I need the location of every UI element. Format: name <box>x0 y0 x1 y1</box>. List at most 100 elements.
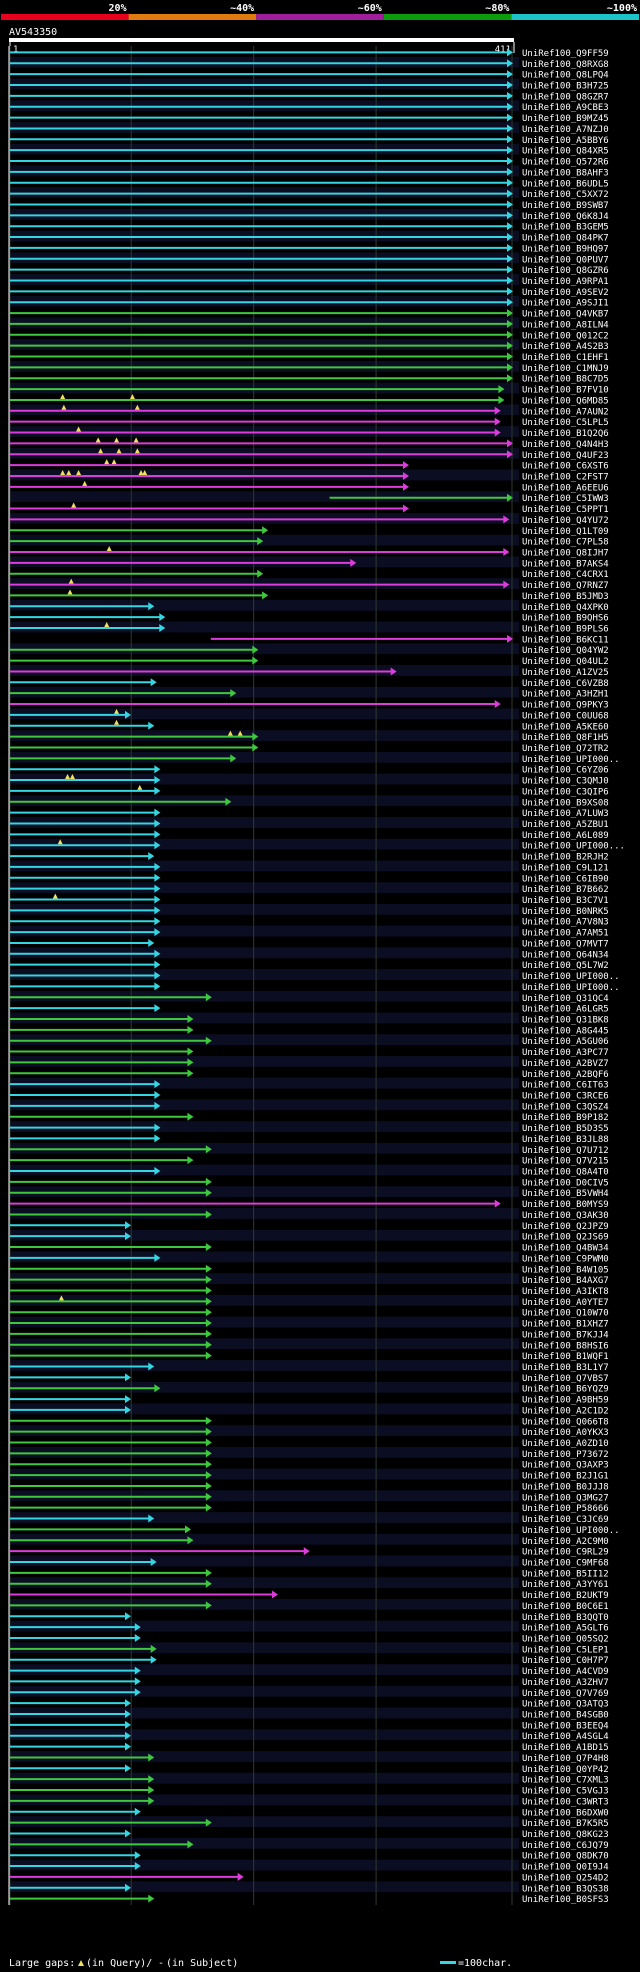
hit-label[interactable]: UniRef100_B9MZ45 <box>522 114 609 124</box>
hit-label[interactable]: UniRef100_Q8A4T0 <box>522 1168 609 1178</box>
hit-label[interactable]: UniRef100_C0UU68 <box>522 711 609 721</box>
hit-label[interactable]: UniRef100_C6VZB8 <box>522 679 609 689</box>
hit-label[interactable]: UniRef100_C1EHF1 <box>522 353 609 363</box>
hit-label[interactable]: UniRef100_Q10W70 <box>522 1309 609 1319</box>
hit-label[interactable]: UniRef100_UPI000.. <box>522 755 620 765</box>
hit-label[interactable]: UniRef100_C5IWW3 <box>522 494 609 504</box>
hit-label[interactable]: UniRef100_B3QS38 <box>522 1884 609 1894</box>
hit-label[interactable]: UniRef100_C3QSZ4 <box>522 1102 609 1112</box>
hit-label[interactable]: UniRef100_A0YTE7 <box>522 1298 609 1308</box>
hit-label[interactable]: UniRef100_C3QMJ0 <box>522 777 609 787</box>
hit-label[interactable]: UniRef100_Q4VKB7 <box>522 310 609 320</box>
hit-label[interactable]: UniRef100_C5PPT1 <box>522 505 609 515</box>
hit-label[interactable]: UniRef100_Q012C2 <box>522 331 609 341</box>
hit-label[interactable]: UniRef100_B3C7V1 <box>522 896 609 906</box>
hit-label[interactable]: UniRef100_A7LUW3 <box>522 809 609 819</box>
hit-label[interactable]: UniRef100_B0C6E1 <box>522 1602 609 1612</box>
hit-label[interactable]: UniRef100_Q31QC4 <box>522 994 609 1004</box>
hit-label[interactable]: UniRef100_Q7MVT7 <box>522 939 609 949</box>
hit-label[interactable]: UniRef100_A2BQF6 <box>522 1070 609 1080</box>
hit-label[interactable]: UniRef100_B7KJJ4 <box>522 1330 609 1340</box>
hit-label[interactable]: UniRef100_C9RL29 <box>522 1548 609 1558</box>
hit-label[interactable]: UniRef100_A5GLT6 <box>522 1624 609 1634</box>
hit-label[interactable]: UniRef100_C7PL58 <box>522 538 609 548</box>
hit-label[interactable]: UniRef100_A3ZHV7 <box>522 1678 609 1688</box>
hit-label[interactable]: UniRef100_A4S2B3 <box>522 342 609 352</box>
hit-label[interactable]: UniRef100_C6XST6 <box>522 462 609 472</box>
hit-label[interactable]: UniRef100_A9SJI1 <box>522 299 609 309</box>
hit-label[interactable]: UniRef100_C6JQ79 <box>522 1841 609 1851</box>
hit-label[interactable]: UniRef100_B8C7D5 <box>522 375 609 385</box>
hit-label[interactable]: UniRef100_Q4N4H3 <box>522 440 609 450</box>
hit-label[interactable]: UniRef100_B9PLS6 <box>522 625 609 635</box>
hit-label[interactable]: UniRef100_C6IB90 <box>522 874 609 884</box>
hit-label[interactable]: UniRef100_C3WRT3 <box>522 1797 609 1807</box>
hit-label[interactable]: UniRef100_B3L1Y7 <box>522 1363 609 1373</box>
hit-label[interactable]: UniRef100_A7NZJ0 <box>522 125 609 135</box>
hit-label[interactable]: UniRef100_C5LPL5 <box>522 418 609 428</box>
hit-label[interactable]: UniRef100_UPI000.. <box>522 972 620 982</box>
hit-label[interactable]: UniRef100_Q6K8J4 <box>522 212 609 222</box>
hit-label[interactable]: UniRef100_Q8KG23 <box>522 1830 609 1840</box>
hit-label[interactable]: UniRef100_A9SEV2 <box>522 288 609 298</box>
hit-label[interactable]: UniRef100_C9MF68 <box>522 1558 609 1568</box>
hit-label[interactable]: UniRef100_Q9FF59 <box>522 49 609 59</box>
hit-label[interactable]: UniRef100_B6YQZ9 <box>522 1385 609 1395</box>
hit-label[interactable]: UniRef100_B5D3S5 <box>522 1124 609 1134</box>
hit-label[interactable]: UniRef100_A9RPA1 <box>522 277 609 287</box>
hit-label[interactable]: UniRef100_B3QQT0 <box>522 1613 609 1623</box>
hit-label[interactable]: UniRef100_A4SGL4 <box>522 1732 609 1742</box>
hit-label[interactable]: UniRef100_A9CBE3 <box>522 103 609 113</box>
hit-label[interactable]: UniRef100_Q64N34 <box>522 950 609 960</box>
hit-label[interactable]: UniRef100_C9L121 <box>522 863 609 873</box>
hit-label[interactable]: UniRef100_C9PWM0 <box>522 1254 609 1264</box>
hit-label[interactable]: UniRef100_Q0PUV7 <box>522 255 609 265</box>
hit-label[interactable]: UniRef100_B4AXG7 <box>522 1276 609 1286</box>
hit-label[interactable]: UniRef100_Q4YU72 <box>522 516 609 526</box>
hit-label[interactable]: UniRef100_B5JMD3 <box>522 592 609 602</box>
hit-label[interactable]: UniRef100_C1MNJ9 <box>522 364 609 374</box>
hit-label[interactable]: UniRef100_A2C1D2 <box>522 1406 609 1416</box>
hit-label[interactable]: UniRef100_Q84XR5 <box>522 147 609 157</box>
hit-label[interactable]: UniRef100_C2FST7 <box>522 472 609 482</box>
hit-label[interactable]: UniRef100_B1WQF1 <box>522 1352 609 1362</box>
hit-label[interactable]: UniRef100_Q04UL2 <box>522 657 609 667</box>
hit-label[interactable]: UniRef100_Q4BW34 <box>522 1244 609 1254</box>
hit-label[interactable]: UniRef100_B9XS08 <box>522 798 609 808</box>
hit-label[interactable]: UniRef100_Q9PKY3 <box>522 701 609 711</box>
hit-label[interactable]: UniRef100_B0JJJ8 <box>522 1482 609 1492</box>
hit-label[interactable]: UniRef100_Q1LT09 <box>522 527 609 537</box>
hit-label[interactable]: UniRef100_Q0I9J4 <box>522 1863 609 1873</box>
hit-label[interactable]: UniRef100_A8ILN4 <box>522 320 609 330</box>
hit-label[interactable]: UniRef100_A7AM51 <box>522 929 609 939</box>
hit-label[interactable]: UniRef100_Q84PK7 <box>522 234 609 244</box>
hit-label[interactable]: UniRef100_A5ZBU1 <box>522 820 609 830</box>
hit-label[interactable]: UniRef100_A2C9M0 <box>522 1537 609 1547</box>
hit-label[interactable]: UniRef100_B6KC11 <box>522 635 609 645</box>
hit-label[interactable]: UniRef100_Q8RXG8 <box>522 60 609 70</box>
hit-label[interactable]: UniRef100_UPI000.. <box>522 983 620 993</box>
hit-label[interactable]: UniRef100_B9HQ97 <box>522 244 609 254</box>
hit-label[interactable]: UniRef100_C6IT63 <box>522 1081 609 1091</box>
hit-label[interactable]: UniRef100_Q8GZR7 <box>522 92 609 102</box>
hit-label[interactable]: UniRef100_B7K5R5 <box>522 1819 609 1829</box>
hit-label[interactable]: UniRef100_B3EEQ4 <box>522 1721 609 1731</box>
hit-label[interactable]: UniRef100_A8G445 <box>522 1026 609 1036</box>
hit-label[interactable]: UniRef100_B5II12 <box>522 1569 609 1579</box>
hit-label[interactable]: UniRef100_B9QHS6 <box>522 614 609 624</box>
hit-label[interactable]: UniRef100_B0NRK5 <box>522 907 609 917</box>
hit-label[interactable]: UniRef100_Q8DK70 <box>522 1852 609 1862</box>
hit-label[interactable]: UniRef100_B8AHF3 <box>522 168 609 178</box>
hit-label[interactable]: UniRef100_B3GEM5 <box>522 223 609 233</box>
hit-label[interactable]: UniRef100_A0YKX3 <box>522 1428 609 1438</box>
hit-label[interactable]: UniRef100_A5GU06 <box>522 1037 609 1047</box>
hit-label[interactable]: UniRef100_B9P182 <box>522 1113 609 1123</box>
hit-label[interactable]: UniRef100_A6L089 <box>522 831 609 841</box>
hit-label[interactable]: UniRef100_UPI000... <box>522 842 625 852</box>
hit-label[interactable]: UniRef100_A1BD15 <box>522 1743 609 1753</box>
hit-label[interactable]: UniRef100_A7AUN2 <box>522 407 609 417</box>
hit-label[interactable]: UniRef100_Q066T8 <box>522 1417 609 1427</box>
hit-label[interactable]: UniRef100_D0CIV5 <box>522 1178 609 1188</box>
hit-label[interactable]: UniRef100_B6DXW0 <box>522 1808 609 1818</box>
hit-label[interactable]: UniRef100_Q7P4H8 <box>522 1754 609 1764</box>
